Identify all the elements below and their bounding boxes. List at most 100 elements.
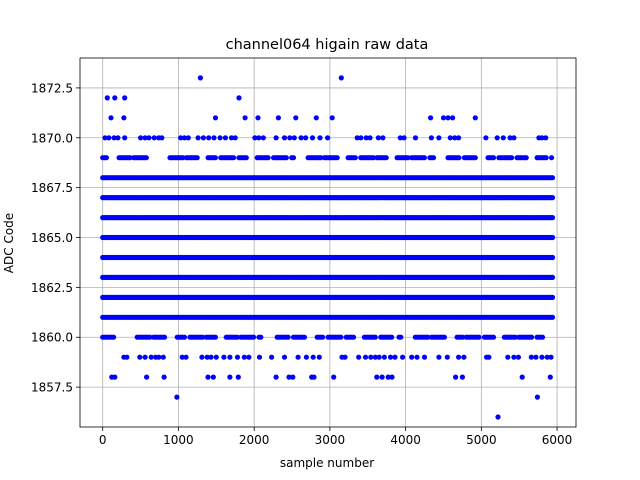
- data-point: [539, 334, 546, 340]
- data-point: [258, 334, 264, 340]
- data-point: [273, 374, 279, 380]
- data-point: [511, 354, 517, 360]
- data-point: [156, 354, 162, 360]
- data-point: [213, 354, 219, 360]
- data-point: [549, 274, 556, 280]
- data-point: [124, 354, 130, 360]
- data-point: [460, 334, 466, 340]
- data-point: [285, 334, 291, 340]
- data-point: [160, 354, 166, 360]
- data-point: [430, 155, 437, 161]
- data-point: [234, 334, 240, 340]
- data-point: [534, 394, 541, 400]
- data-point: [400, 354, 406, 360]
- data-point: [397, 135, 403, 141]
- data-point: [200, 334, 206, 340]
- data-point: [494, 135, 500, 141]
- data-point: [142, 135, 148, 141]
- data-point: [234, 354, 241, 360]
- data-point: [461, 354, 467, 360]
- data-point: [310, 354, 316, 360]
- data-point: [436, 135, 442, 141]
- data-point: [354, 135, 360, 141]
- data-point: [533, 354, 539, 360]
- data-point: [370, 155, 377, 161]
- data-point: [519, 374, 525, 380]
- data-point: [543, 155, 549, 161]
- data-point: [372, 354, 378, 360]
- data-point: [543, 135, 549, 141]
- y-tick-label: 1870.0: [31, 131, 73, 145]
- data-point: [231, 155, 237, 161]
- data-point: [549, 294, 556, 300]
- data-point: [549, 175, 556, 181]
- y-axis-ticks: 1857.5 1860.0 1862.5 1865.0 1867.5 1870.0 1872…: [31, 81, 80, 395]
- data-point: [138, 135, 144, 141]
- data-point: [549, 314, 556, 320]
- data-point: [409, 354, 415, 360]
- data-point: [121, 115, 127, 121]
- data-point: [161, 374, 167, 380]
- data-point: [445, 115, 451, 121]
- data-point: [301, 334, 307, 340]
- data-point: [174, 394, 180, 400]
- data-point: [303, 354, 309, 360]
- data-point: [380, 135, 386, 141]
- data-point: [197, 75, 203, 81]
- data-point: [549, 215, 556, 221]
- data-point: [115, 135, 121, 141]
- data-point: [529, 334, 535, 340]
- data-point: [358, 135, 364, 141]
- data-point: [212, 155, 218, 161]
- data-point: [421, 155, 427, 161]
- data-point: [111, 135, 117, 141]
- data-point: [539, 135, 545, 141]
- data-point: [232, 135, 238, 141]
- data-point: [137, 354, 143, 360]
- data-point: [350, 334, 357, 340]
- data-point: [512, 334, 518, 340]
- data-point: [549, 155, 555, 161]
- data-point: [316, 354, 322, 360]
- data-point: [148, 354, 154, 360]
- data-point: [146, 135, 152, 141]
- data-point: [283, 155, 289, 161]
- data-point: [309, 135, 316, 141]
- data-point: [528, 354, 534, 360]
- data-point: [290, 374, 296, 380]
- data-point: [472, 115, 478, 121]
- data-point: [389, 334, 395, 340]
- data-point: [108, 115, 114, 121]
- data-point: [159, 135, 165, 141]
- data-point: [179, 354, 185, 360]
- data-point: [298, 135, 304, 141]
- data-point: [251, 334, 257, 340]
- data-point: [383, 155, 389, 161]
- y-tick-label: 1862.5: [31, 281, 73, 295]
- x-axis-ticks: 0 1000 2000 3000 4000 5000 6000: [99, 427, 572, 447]
- data-point: [507, 135, 513, 141]
- data-point: [421, 354, 428, 360]
- data-point: [200, 135, 206, 141]
- data-point: [523, 155, 529, 161]
- data-point: [495, 414, 501, 420]
- data-point: [444, 354, 450, 360]
- data-point: [228, 135, 235, 141]
- x-tick-label: 6000: [542, 433, 573, 447]
- data-point: [104, 95, 110, 101]
- data-point: [385, 374, 391, 380]
- data-point: [548, 354, 554, 360]
- data-point: [303, 135, 309, 141]
- data-point: [212, 115, 219, 121]
- data-point: [428, 115, 434, 121]
- data-point: [290, 155, 297, 161]
- data-point: [392, 354, 398, 360]
- data-point: [242, 115, 248, 121]
- x-axis-label: sample number: [280, 456, 374, 470]
- data-point: [147, 334, 153, 340]
- data-point: [195, 135, 201, 141]
- data-point: [547, 374, 553, 380]
- data-point: [199, 354, 205, 360]
- data-point: [472, 155, 478, 161]
- data-point: [260, 135, 266, 141]
